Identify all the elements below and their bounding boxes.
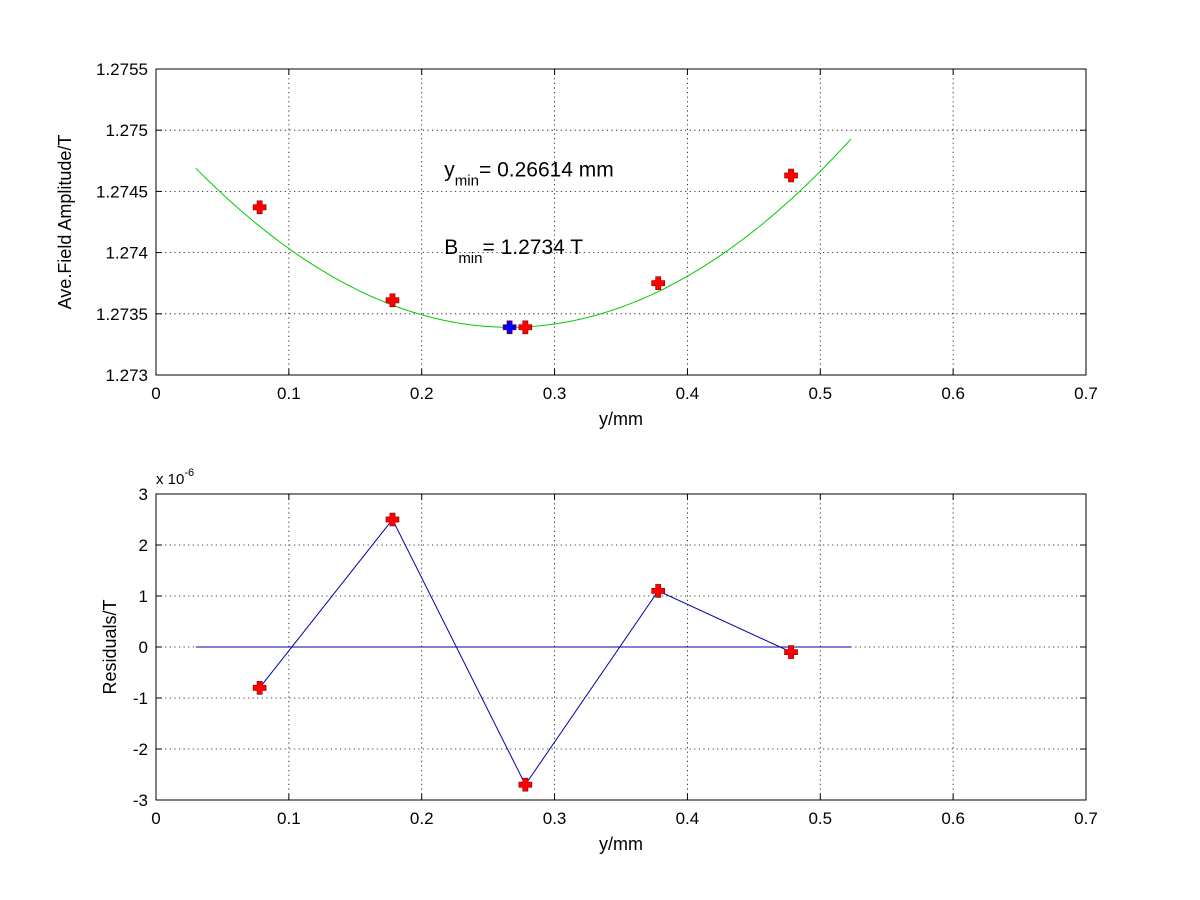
exponent-power: -6: [184, 467, 194, 479]
amp-y-tick-label: 1.273: [105, 366, 148, 385]
resid-x-tick-label: 0.4: [676, 809, 700, 828]
y-exponent-label: x 10-6: [156, 467, 194, 488]
resid-x-tick-label: 0.3: [543, 809, 567, 828]
resid-y-tick-label: 3: [139, 485, 148, 504]
amp-y-tick-label: 1.275: [105, 121, 148, 140]
resid-y-tick-label: 2: [139, 536, 148, 555]
residual-point-marker: [518, 777, 533, 792]
residual-point-marker: [252, 681, 267, 695]
residuals-plot: 0 0.1 0.2 0.3 0.4 0.5 0.6 0.7 -3 -2 -1 0 1 2 3 y/mm Resi…: [100, 467, 1098, 854]
annotation-ymin: ymin= 0.26614 mm: [444, 159, 614, 190]
resid-x-tick-label: 0.5: [808, 809, 832, 828]
annotation-bmin-symbol: B: [444, 236, 458, 259]
annotation-ymin-subscript: min: [455, 173, 479, 190]
amp-y-tick-label: 1.274: [105, 244, 148, 263]
resid-x-tick-label: 0.1: [277, 809, 301, 828]
residual-point-marker: [651, 584, 665, 598]
amp-x-tick-label: 0.3: [543, 384, 567, 403]
field-amplitude-plot: 0 0.1 0.2 0.3 0.4 0.5 0.6 0.7 1.273 1.2735 1.274 1.…: [55, 60, 1098, 429]
amp-x-tick-label: 0: [151, 384, 160, 403]
amp-x-tick-label: 0.4: [676, 384, 700, 403]
resid-y-tick-label: 1: [139, 587, 148, 606]
exponent-base: x 10: [156, 471, 184, 488]
amp-x-tick-label: 0.1: [277, 384, 301, 403]
amp-y-tick-label: 1.2735: [96, 305, 148, 324]
residual-point-marker: [784, 645, 798, 659]
resid-x-tick-label: 0.2: [410, 809, 434, 828]
amp-x-tick-label: 0.2: [410, 384, 434, 403]
amp-x-tick-label: 0.6: [941, 384, 965, 403]
resid-axes-frame: [155, 493, 1087, 801]
data-point-marker: [385, 293, 400, 308]
minimum-point-marker: [502, 320, 517, 335]
resid-y-axis-label: Residuals/T: [100, 599, 120, 694]
data-point-marker: [252, 200, 267, 215]
annotation-bmin-subscript: min: [458, 250, 482, 267]
resid-x-tick-label: 0: [151, 809, 160, 828]
amp-axes-area: [156, 69, 1086, 375]
amp-x-tick-label: 0.7: [1074, 384, 1098, 403]
resid-y-tick-label: 0: [139, 638, 148, 657]
amp-axes-frame: [155, 68, 1087, 376]
data-point-marker: [518, 320, 533, 335]
resid-x-axis-label: y/mm: [599, 834, 643, 854]
amp-y-axis-label: Ave.Field Amplitude/T: [55, 135, 75, 310]
amp-x-tick-label: 0.5: [808, 384, 832, 403]
resid-y-tick-label: -3: [133, 791, 148, 810]
amp-x-axis-label: y/mm: [599, 409, 643, 429]
amp-y-tick-label: 1.2755: [96, 60, 148, 79]
amp-y-tick-label: 1.2745: [96, 182, 148, 201]
residual-point-marker: [385, 512, 400, 527]
annotation-bmin: Bmin= 1.2734 T: [444, 236, 583, 267]
resid-y-tick-label: -1: [133, 689, 148, 708]
annotation-ymin-symbol: y: [444, 159, 455, 182]
annotation-ymin-value: = 0.26614 mm: [479, 159, 614, 182]
resid-y-tick-label: -2: [133, 740, 148, 759]
resid-x-tick-label: 0.6: [941, 809, 965, 828]
data-point-marker: [651, 276, 665, 290]
resid-x-tick-label: 0.7: [1074, 809, 1098, 828]
annotation-bmin-value: = 1.2734 T: [482, 236, 583, 259]
data-point-marker: [784, 168, 798, 183]
